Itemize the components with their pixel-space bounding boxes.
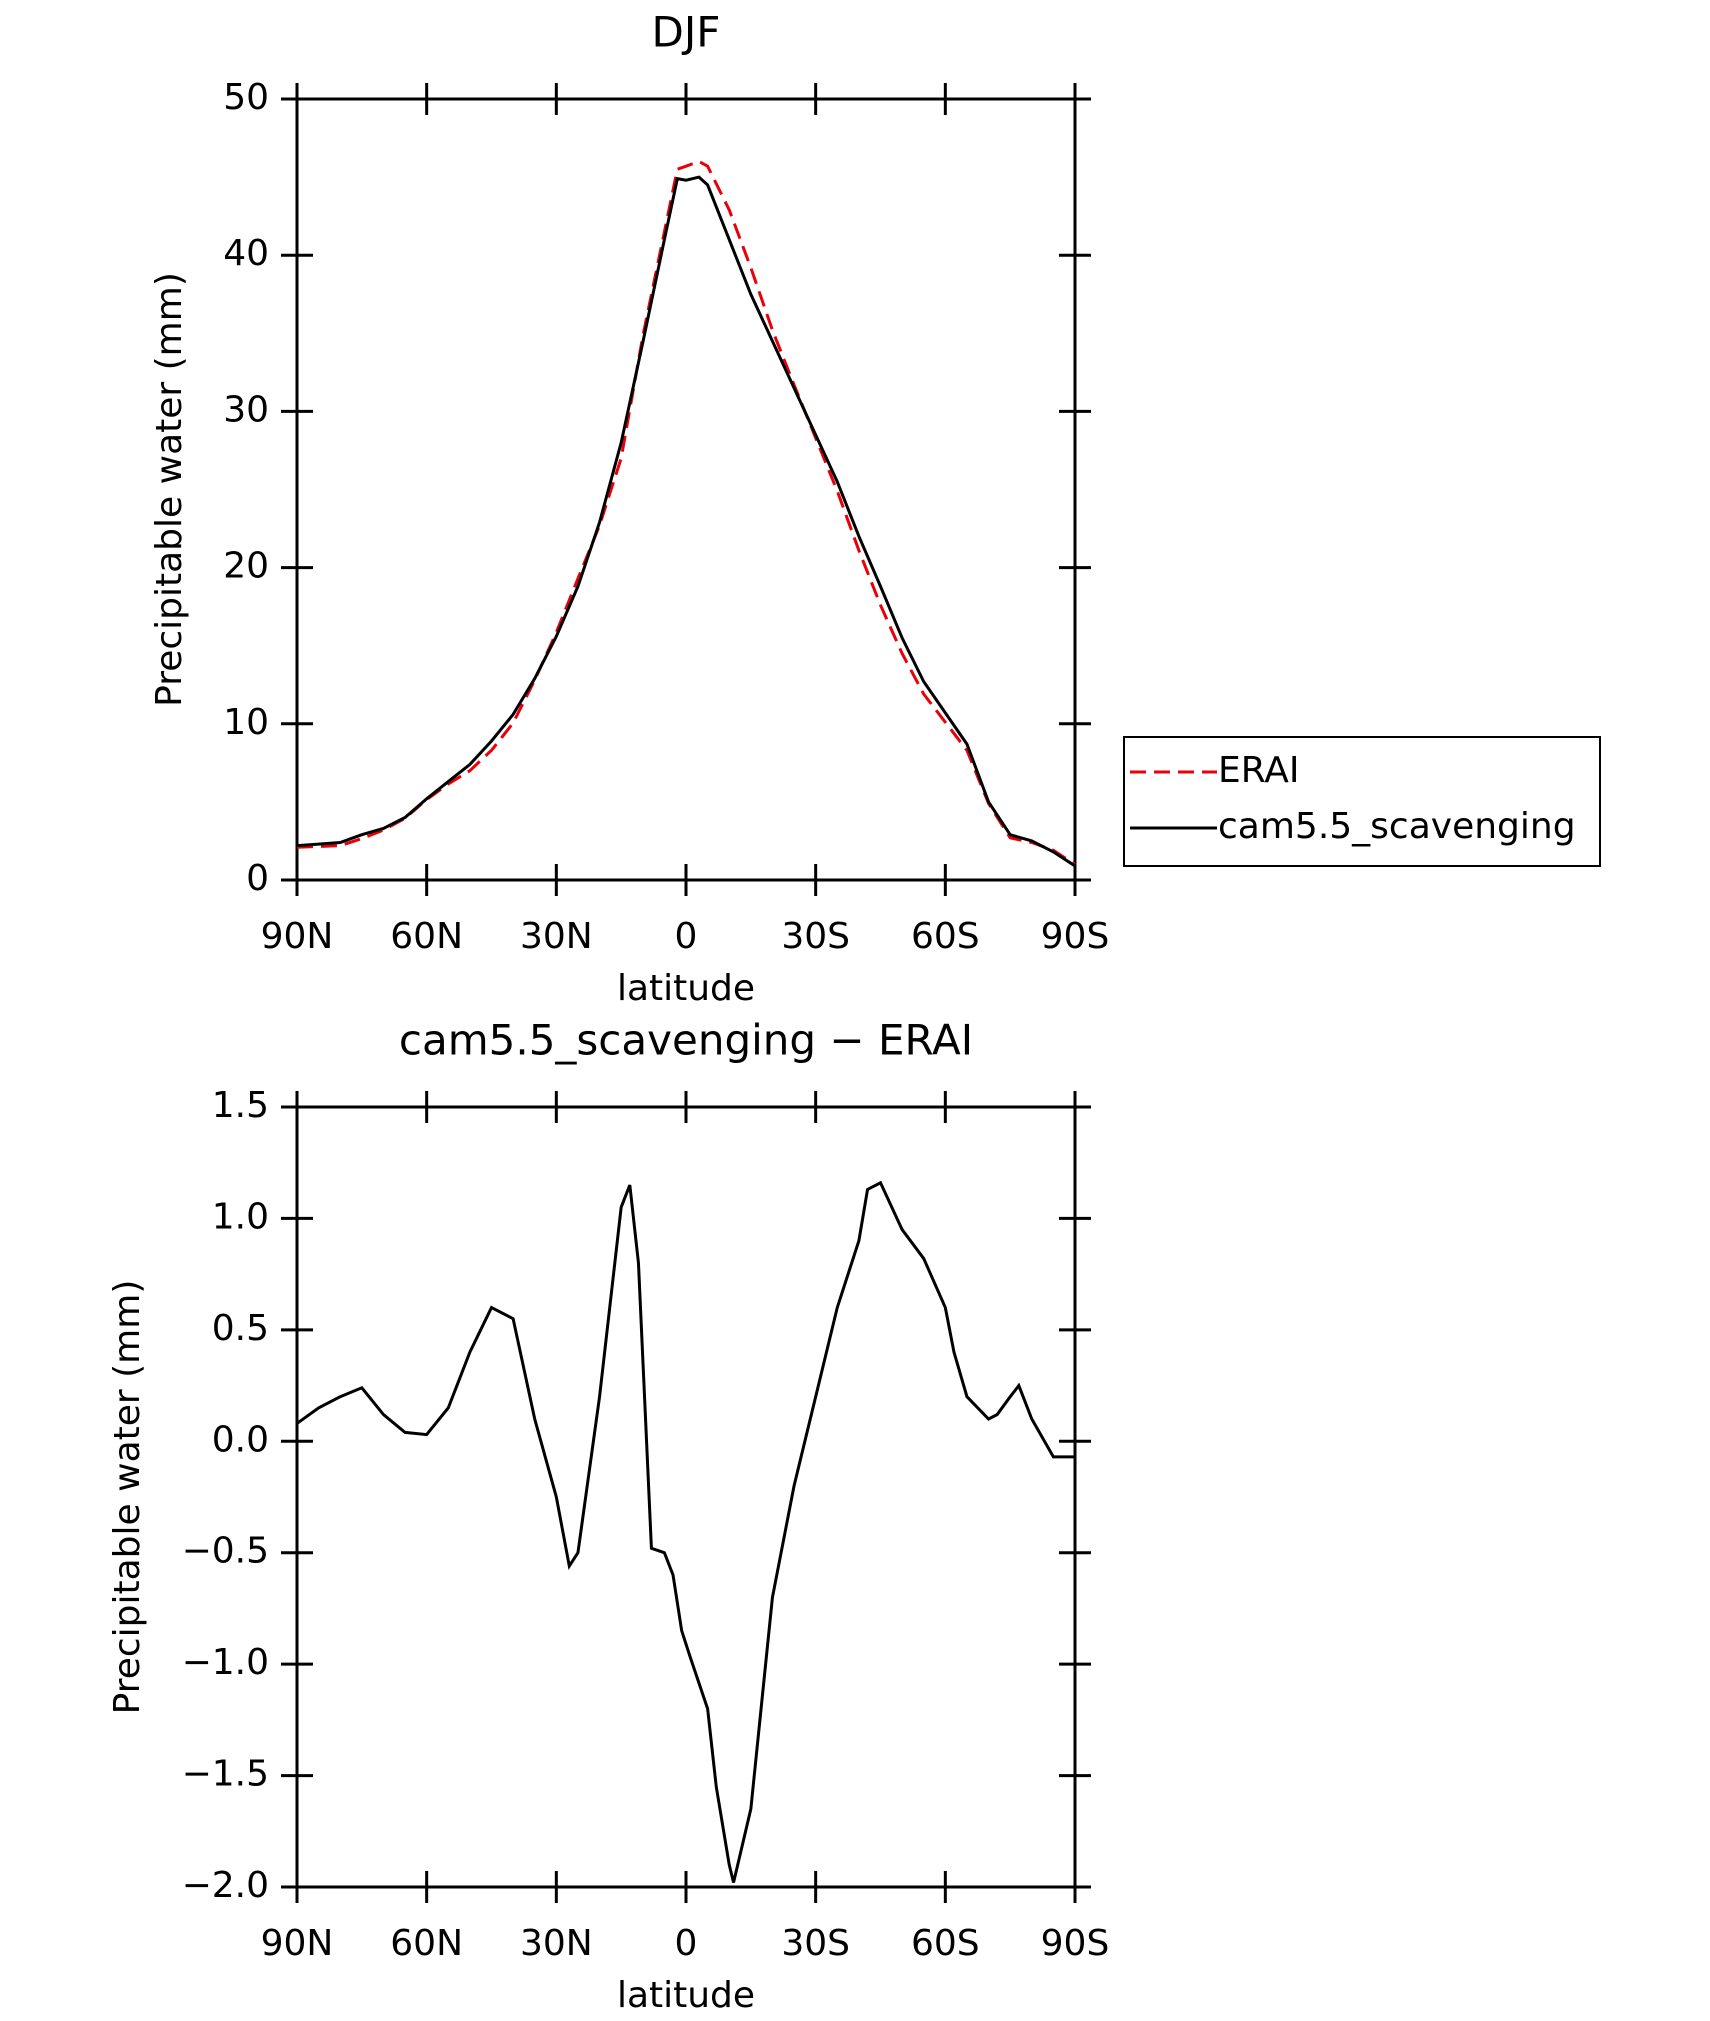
y-tick-label: 40 bbox=[223, 233, 269, 274]
x-tick-label: 0 bbox=[675, 916, 698, 957]
chart-title: cam5.5_scavenging − ERAI bbox=[399, 1016, 973, 1065]
x-tick-label: 90S bbox=[1041, 1923, 1110, 1964]
x-tick-label: 30S bbox=[781, 916, 850, 957]
y-tick-label: 20 bbox=[223, 546, 269, 587]
y-tick-label: 0.0 bbox=[212, 1419, 269, 1460]
chart-title: DJF bbox=[652, 8, 721, 57]
y-tick-label: 30 bbox=[223, 389, 269, 430]
x-tick-label: 0 bbox=[675, 1923, 698, 1964]
y-tick-label: 0 bbox=[246, 858, 269, 899]
x-tick-label: 90N bbox=[261, 916, 334, 957]
x-axis-label: latitude bbox=[617, 1975, 755, 2016]
x-tick-label: 60N bbox=[390, 1923, 463, 1964]
x-tick-label: 90N bbox=[261, 1923, 334, 1964]
y-tick-label: 0.5 bbox=[212, 1308, 269, 1349]
x-tick-label: 60S bbox=[911, 916, 980, 957]
y-tick-label: 1.0 bbox=[212, 1196, 269, 1237]
y-tick-label: 1.5 bbox=[212, 1085, 269, 1126]
x-tick-label: 30N bbox=[520, 916, 593, 957]
data-line bbox=[296, 175, 1076, 868]
y-tick-label: −0.5 bbox=[182, 1531, 269, 1572]
legend-box bbox=[1123, 736, 1601, 867]
y-tick-label: −1.0 bbox=[182, 1642, 269, 1683]
x-tick-label: 60S bbox=[911, 1923, 980, 1964]
x-tick-label: 90S bbox=[1041, 916, 1110, 957]
y-tick-label: 10 bbox=[223, 702, 269, 743]
data-line bbox=[296, 159, 1076, 866]
data-line bbox=[296, 1180, 1075, 1883]
legend-label: ERAI bbox=[1218, 750, 1300, 791]
legend-label: cam5.5_scavenging bbox=[1218, 806, 1576, 847]
x-tick-label: 30S bbox=[781, 1923, 850, 1964]
x-axis-label: latitude bbox=[617, 968, 755, 1009]
y-tick-label: 50 bbox=[223, 77, 269, 118]
y-axis-label: Precipitable water (mm) bbox=[107, 1280, 148, 1715]
y-tick-label: −2.0 bbox=[182, 1865, 269, 1906]
y-tick-label: −1.5 bbox=[182, 1754, 269, 1795]
x-tick-label: 60N bbox=[390, 916, 463, 957]
plot-frame bbox=[295, 97, 1077, 882]
y-axis-label: Precipitable water (mm) bbox=[149, 272, 190, 707]
x-tick-label: 30N bbox=[520, 1923, 593, 1964]
plot-frame bbox=[295, 1105, 1077, 1889]
